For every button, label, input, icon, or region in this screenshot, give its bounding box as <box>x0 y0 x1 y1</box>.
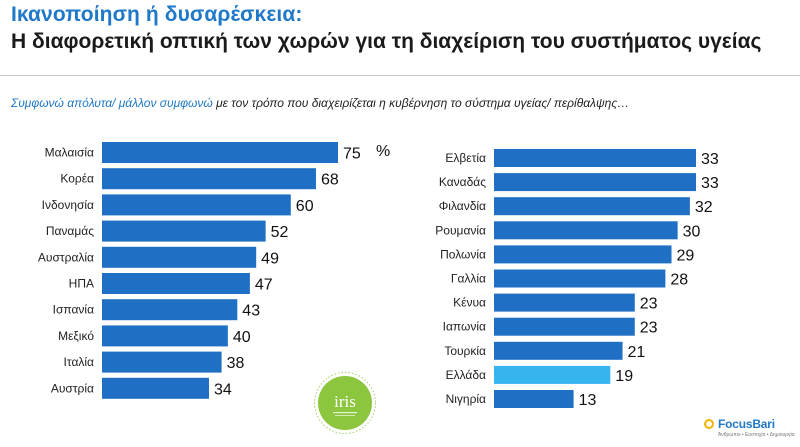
category-label: Παναμάς <box>46 224 94 238</box>
data-label: 34 <box>214 381 232 398</box>
iris-logo-circle <box>318 376 372 430</box>
category-label: Ινδονησία <box>42 198 94 212</box>
category-label: Κένυα <box>453 296 486 310</box>
category-label: Τουρκία <box>444 344 486 358</box>
data-label: 52 <box>271 224 289 241</box>
bar <box>494 221 678 240</box>
data-label: 68 <box>321 172 339 189</box>
bar <box>494 197 690 216</box>
page-title-line1: Ικανοποίηση ή δυσαρέσκεια: <box>11 3 303 26</box>
bar <box>494 293 635 312</box>
category-label: Κορέα <box>60 172 94 186</box>
data-label: 40 <box>233 329 251 346</box>
subtitle-rest: με τον τρόπο που διαχειρίζεται η κυβέρνη… <box>212 96 630 110</box>
data-label: 19 <box>615 368 633 385</box>
data-label: 23 <box>640 320 658 337</box>
iris-logo-line <box>333 412 357 414</box>
bar <box>494 365 611 384</box>
data-label: 38 <box>227 355 245 372</box>
category-label: Ισπανία <box>53 303 94 317</box>
bar <box>494 341 623 360</box>
bar <box>102 299 238 321</box>
category-label: Ρουμανία <box>435 223 486 237</box>
category-label: Γαλλία <box>451 272 486 286</box>
bar <box>494 149 696 167</box>
focusbari-logo: FocusBari Άνθρωποι • Ευστοχία • Δημιουργ… <box>700 417 796 445</box>
category-label: Πολωνία <box>440 247 486 261</box>
focusbari-tagline: Άνθρωποι • Ευστοχία • Δημιουργία <box>718 432 795 438</box>
bar <box>102 168 316 190</box>
category-label: Φιλανδία <box>439 199 486 213</box>
data-label: 60 <box>296 198 314 215</box>
data-label: 21 <box>628 344 646 361</box>
category-label: ΗΠΑ <box>69 277 94 291</box>
unit-label: % <box>376 143 390 160</box>
data-label: 23 <box>640 296 658 313</box>
data-label: 49 <box>261 250 279 267</box>
category-label: Ελβετία <box>445 151 486 165</box>
bar <box>102 220 266 242</box>
category-label: Ιταλία <box>64 355 95 369</box>
bar <box>102 273 250 294</box>
iris-logo-ring <box>314 372 376 434</box>
page-title-line2: Η διαφορετική οπτική των χωρών για τη δι… <box>11 30 762 53</box>
bar <box>494 245 672 264</box>
category-label: Μαλαισία <box>45 146 94 160</box>
bar <box>102 325 228 347</box>
category-label: Ελλάδα <box>446 368 486 382</box>
data-label: 30 <box>683 223 701 240</box>
category-label: Αυστρία <box>51 381 94 395</box>
data-label: 28 <box>670 272 688 289</box>
chart-subtitle: Συμφωνώ απόλυτα/ μάλλον συμφωνώ με τον τ… <box>11 96 629 110</box>
bar <box>102 377 209 399</box>
data-label: 47 <box>255 277 273 294</box>
header-divider <box>0 75 800 76</box>
data-label: 33 <box>701 175 719 192</box>
bar <box>102 142 338 163</box>
iris-logo: iris <box>314 372 376 434</box>
data-label: 43 <box>242 303 260 320</box>
subtitle-highlight: Συμφωνώ απόλυτα/ μάλλον συμφωνώ <box>11 96 213 110</box>
bar <box>494 317 635 336</box>
category-label: Νιγηρία <box>446 392 486 406</box>
category-label: Μεξικό <box>58 329 94 343</box>
data-label: 13 <box>579 392 597 409</box>
category-label: Αυστραλία <box>38 250 94 264</box>
bar <box>494 173 696 192</box>
category-label: Καναδάς <box>439 175 486 189</box>
focusbari-brand: FocusBari <box>718 417 775 431</box>
data-label: 32 <box>695 199 713 216</box>
data-label: 29 <box>677 247 695 264</box>
bar <box>494 390 574 408</box>
data-label: 75 <box>343 146 361 163</box>
iris-logo-line2 <box>335 415 355 416</box>
bar <box>102 246 257 268</box>
data-label: 33 <box>701 151 719 168</box>
category-label: Ιαπωνία <box>443 320 486 334</box>
focusbari-mark-icon <box>704 419 714 429</box>
bar <box>102 351 222 373</box>
bar <box>102 194 291 216</box>
bar <box>494 269 666 288</box>
iris-logo-text: iris <box>334 392 356 411</box>
